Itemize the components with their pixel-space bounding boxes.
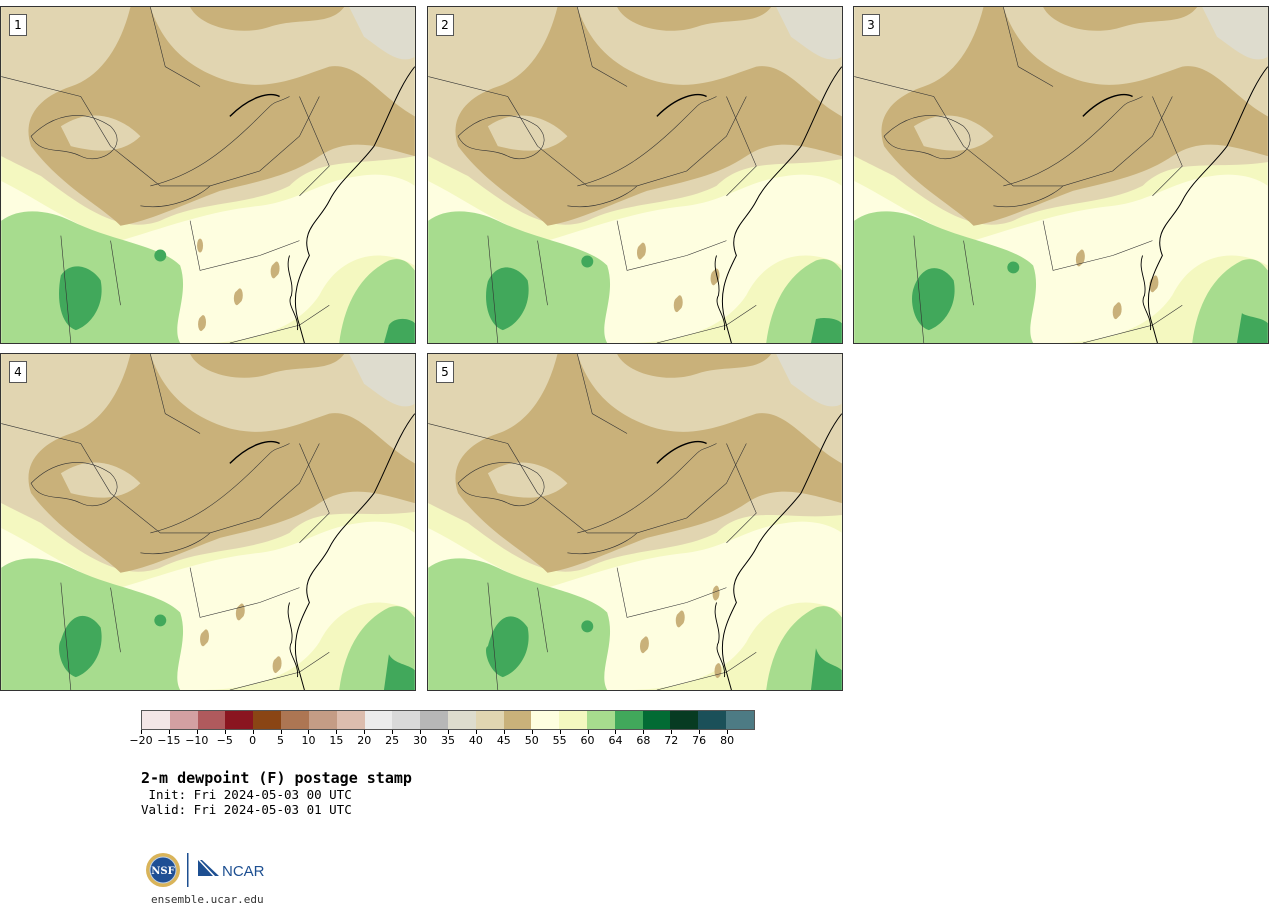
colorbar-tick-label: −10 [185, 734, 209, 747]
map-panel-2: 2 [427, 6, 843, 344]
colorbar-segment [698, 711, 727, 729]
colorbar-tick-label: 35 [441, 734, 455, 747]
colorbar-segment [169, 711, 198, 729]
colorbar-segment [420, 711, 448, 729]
colorbar-segment [559, 711, 587, 729]
colorbar-tick-label: 45 [496, 734, 511, 747]
colorbar-tickmark [196, 730, 198, 734]
colorbar-segment [447, 711, 476, 729]
panel-number-3: 3 [862, 14, 880, 36]
colorbar-segment [392, 711, 421, 729]
logo-graphic: NSF NCAR [146, 853, 265, 887]
colorbar-segment [531, 711, 560, 729]
colorbar-tick-label: 15 [329, 734, 344, 747]
colorbar-tick-label: 55 [552, 734, 567, 747]
colorbar-segment [336, 711, 365, 729]
colorbar-tick-label: 50 [524, 734, 539, 747]
colorbar [141, 710, 755, 730]
dewpoint-map-3 [854, 7, 1268, 343]
colorbar-tick-label: −5 [216, 734, 233, 747]
colorbar-tick-label: 40 [468, 734, 483, 747]
colorbar-tick-label: 20 [357, 734, 372, 747]
colorbar-tick-label: 30 [413, 734, 428, 747]
colorbar-tick-label: 5 [277, 734, 285, 747]
colorbar-tick-label: −15 [157, 734, 181, 747]
dewpoint-map-2 [428, 7, 842, 343]
colorbar-segment [642, 711, 671, 729]
colorbar-segment [225, 711, 254, 729]
colorbar-tickmark [336, 730, 338, 734]
colorbar-tickmark [252, 730, 254, 734]
panel-number-1: 1 [9, 14, 27, 36]
panel-number-4: 4 [9, 361, 27, 383]
colorbar-segment [281, 711, 309, 729]
map-panel-5: 5 [427, 353, 843, 691]
panel-number-2: 2 [436, 14, 454, 36]
colorbar-tickmark [559, 730, 561, 734]
colorbar-tick-label: 76 [692, 734, 707, 747]
ncar-text: NCAR [222, 863, 265, 880]
colorbar-tick-label: 25 [385, 734, 400, 747]
colorbar-tickmark [448, 730, 449, 734]
colorbar-tickmark [503, 730, 505, 734]
colorbar-tickmark [168, 730, 170, 734]
colorbar-segment [364, 711, 393, 729]
colorbar-tickmark [420, 730, 422, 734]
colorbar-tickmark [280, 730, 282, 734]
map-panel-1: 1 [0, 6, 416, 344]
colorbar-tickmark [141, 730, 142, 734]
panel-number-5: 5 [436, 361, 454, 383]
colorbar-segment [587, 711, 615, 729]
dewpoint-map-1 [1, 7, 415, 343]
map-panel-4: 4 [0, 353, 416, 691]
colorbar-segment [670, 711, 699, 729]
colorbar-tickmark [643, 730, 645, 734]
colorbar-segment [308, 711, 337, 729]
colorbar-tickmark [727, 730, 729, 734]
colorbar-tickmark [699, 730, 701, 734]
dewpoint-map-4 [1, 354, 415, 690]
colorbar-tickmark [531, 730, 533, 734]
chart-title: 2-m dewpoint (F) postage stamp [141, 769, 412, 787]
colorbar-tickmark [224, 730, 226, 734]
colorbar-tick-label: 68 [636, 734, 651, 747]
init-time: Init: Fri 2024-05-03 00 UTC [141, 787, 352, 802]
colorbar-tickmark [587, 730, 589, 734]
dewpoint-map-5 [428, 354, 842, 690]
nsf-ncar-logo: NSF NCAR [145, 850, 275, 890]
colorbar-segment [142, 711, 170, 729]
colorbar-tickmark [364, 730, 366, 734]
colorbar-segment [614, 711, 643, 729]
nsf-text: NSF [151, 866, 174, 877]
colorbar-segment [726, 711, 754, 729]
colorbar-tick-label: 64 [608, 734, 623, 747]
colorbar-tickmark [308, 730, 310, 734]
colorbar-tickmark [392, 730, 394, 734]
site-url: ensemble.ucar.edu [151, 893, 264, 906]
colorbar-ticks: −20 −15 −10 −5 0 5 10 15 20 25 30 35 40 45 50 55 60 64 68 7… [129, 730, 755, 754]
map-panel-3: 3 [853, 6, 1269, 344]
colorbar-segment [475, 711, 504, 729]
colorbar-tickmark [671, 730, 673, 734]
colorbar-tickmark [615, 730, 617, 734]
colorbar-segment [197, 711, 226, 729]
colorbar-segment [253, 711, 282, 729]
colorbar-tick-label: 72 [664, 734, 679, 747]
colorbar-tick-label: 60 [580, 734, 595, 747]
colorbar-tick-label: 80 [720, 734, 735, 747]
colorbar-tick-label: 0 [249, 734, 257, 747]
colorbar-tickmark [475, 730, 477, 734]
colorbar-segment [503, 711, 532, 729]
colorbar-tick-label: −20 [129, 734, 153, 747]
colorbar-tick-label: 10 [301, 734, 316, 747]
valid-time: Valid: Fri 2024-05-03 01 UTC [141, 802, 352, 817]
